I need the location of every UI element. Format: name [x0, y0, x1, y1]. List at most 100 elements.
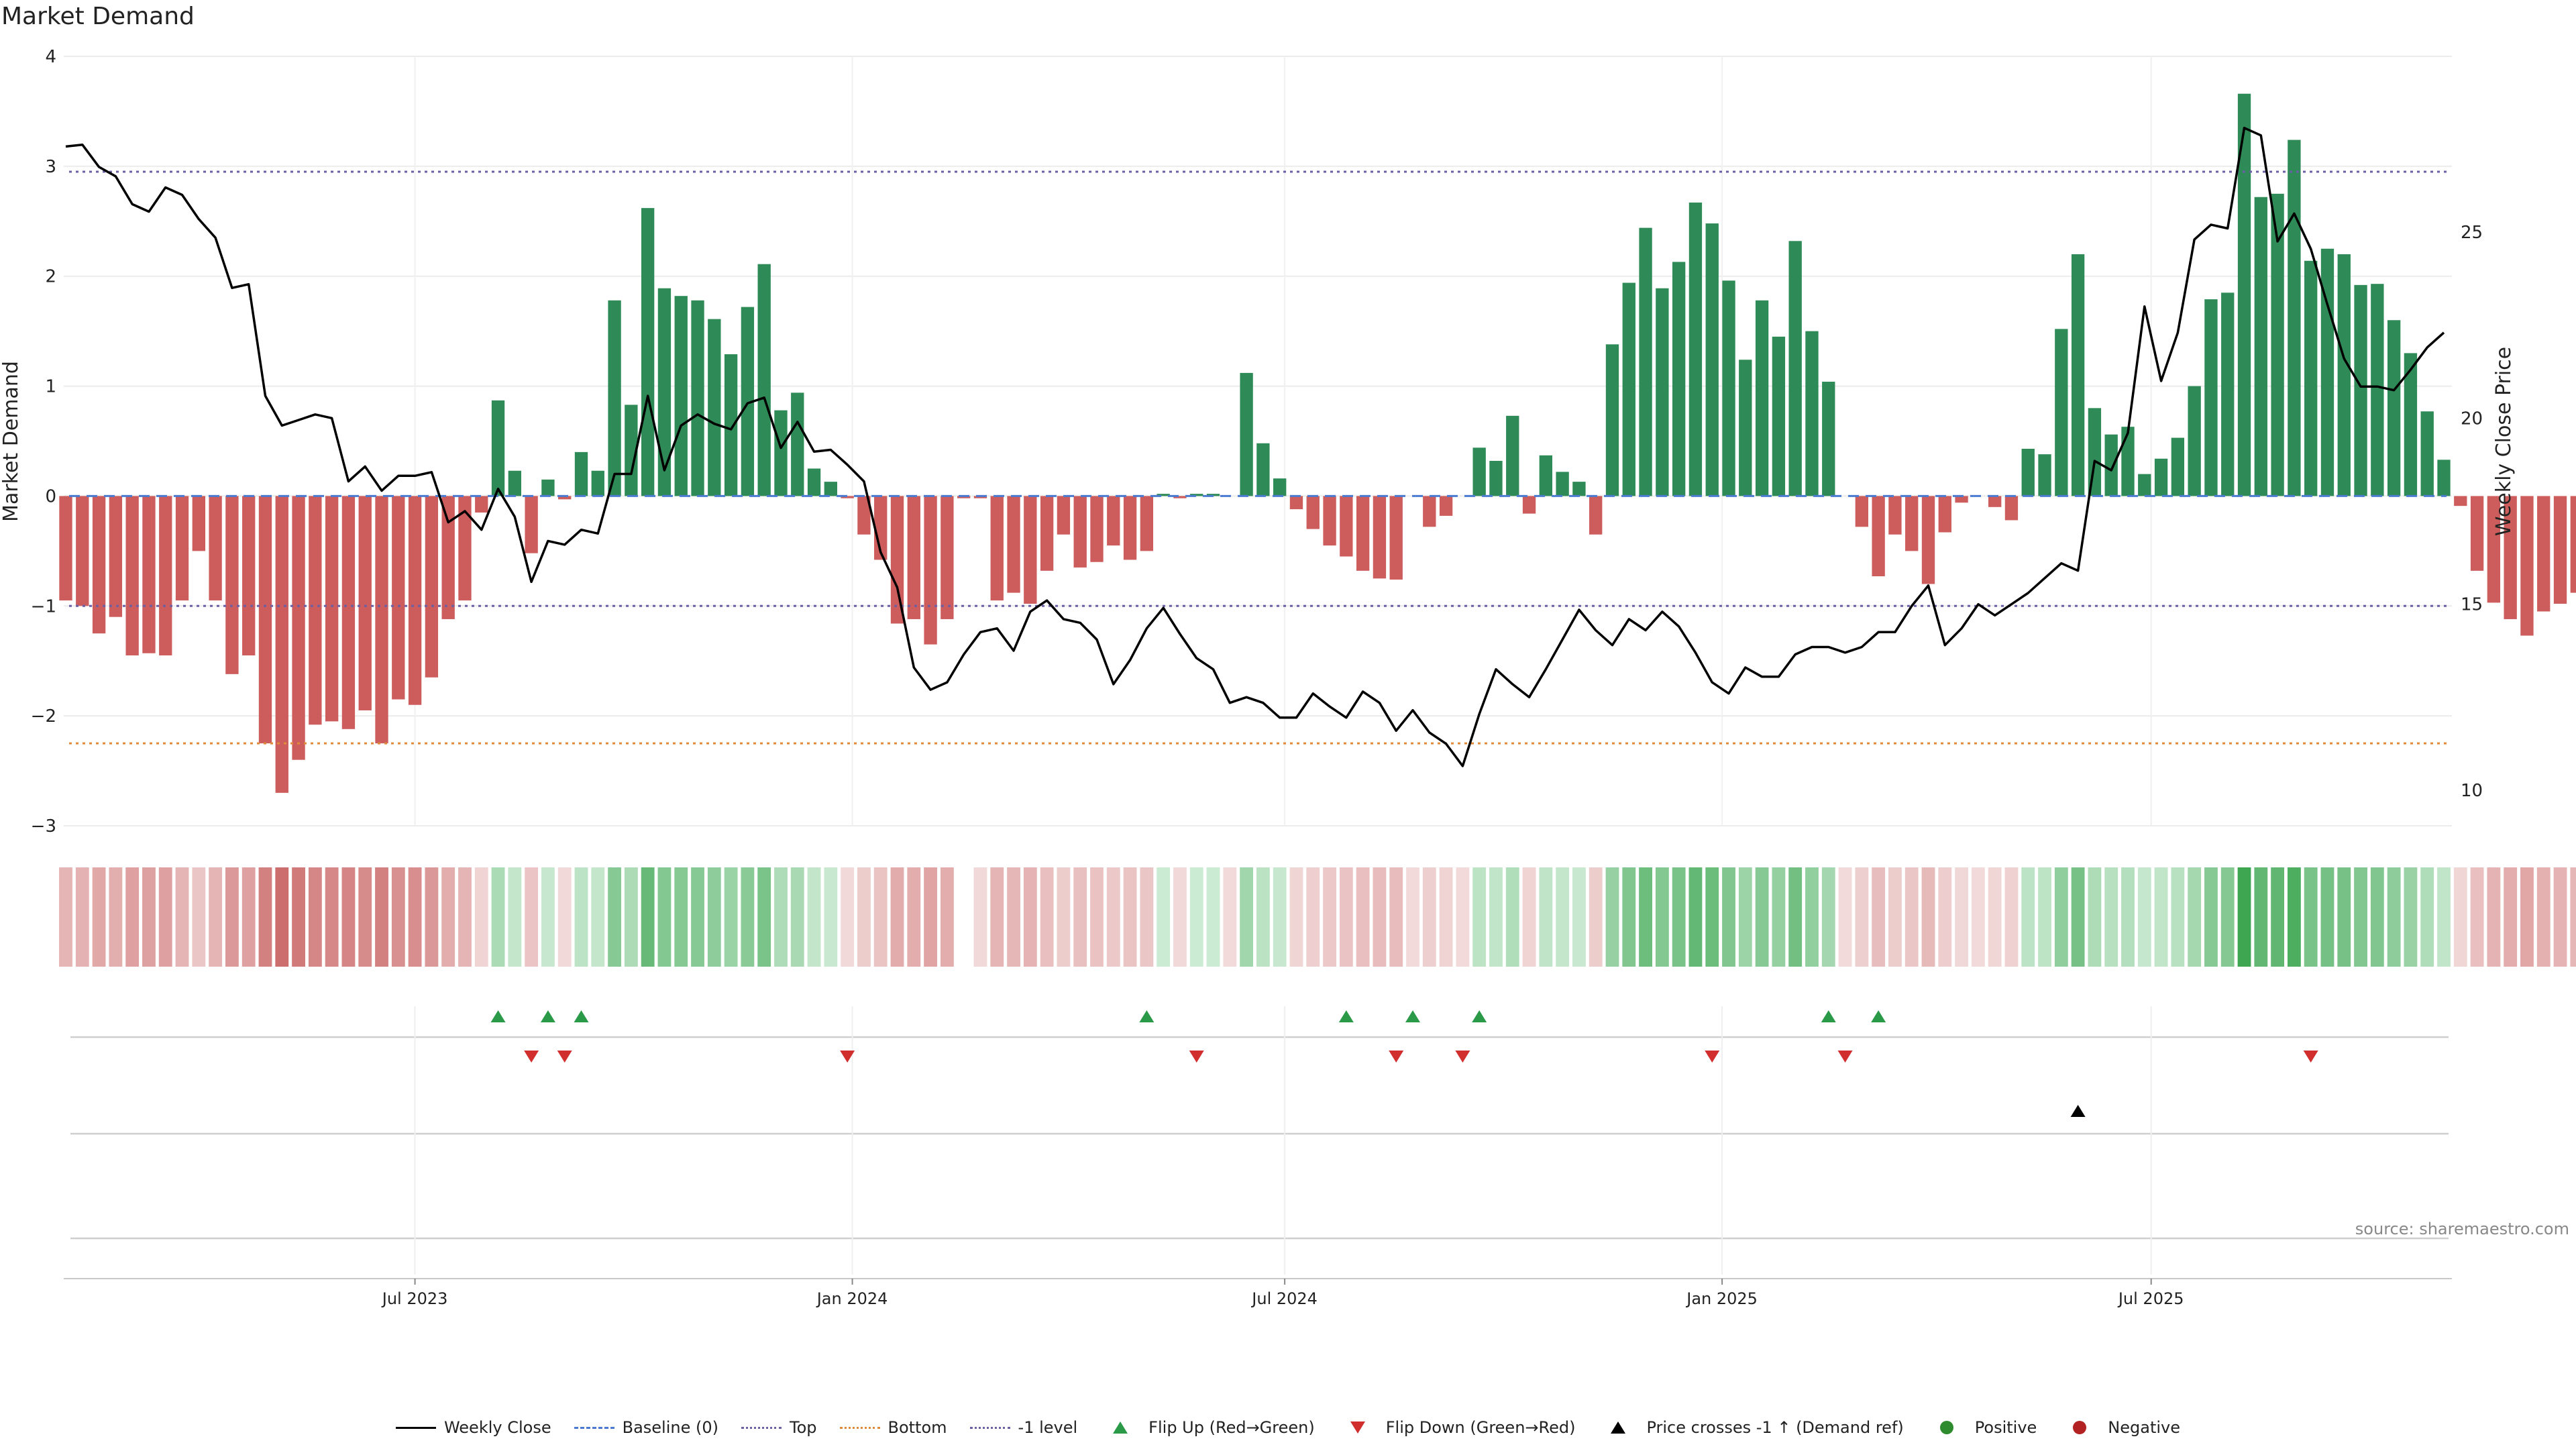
demand-bar	[791, 392, 804, 496]
heat-cell	[192, 867, 206, 967]
heat-cell	[2171, 867, 2185, 967]
heat-cell	[2453, 867, 2467, 967]
y2-tick-label: 20	[2461, 409, 2483, 429]
gridlines	[64, 56, 2452, 826]
demand-bar	[1539, 455, 1552, 496]
heat-cell	[873, 867, 888, 967]
heat-cell	[2204, 867, 2218, 967]
demand-bar	[175, 496, 189, 601]
demand-bar	[1656, 288, 1669, 496]
heat-cell	[2304, 867, 2318, 967]
heat-cell	[408, 867, 422, 967]
demand-bar	[2454, 496, 2467, 506]
demand-bar	[641, 208, 655, 496]
heat-cell	[1589, 867, 1603, 967]
demand-bar	[2537, 496, 2551, 612]
heat-cell	[691, 867, 704, 967]
heat-cell	[1356, 867, 1370, 967]
heat-cell	[541, 867, 555, 967]
heat-cell	[608, 867, 621, 967]
heat-cell	[1872, 867, 1886, 967]
y2-tick-label: 10	[2461, 781, 2483, 801]
demand-bar	[1556, 472, 1569, 496]
heat-cell	[1904, 867, 1919, 967]
heat-cell	[1672, 867, 1686, 967]
demand-bar	[425, 496, 439, 678]
heat-cell	[2237, 867, 2251, 967]
event-lanes	[70, 1006, 2449, 1275]
demand-bar	[990, 496, 1004, 601]
demand-bar	[1938, 496, 1951, 533]
heat-cell	[807, 867, 821, 967]
demand-bar	[841, 496, 854, 498]
y-tick-label: −1	[31, 596, 56, 616]
x-tick-label: Jul 2023	[381, 1289, 448, 1308]
heat-cell	[2553, 867, 2567, 967]
y-tick-label: −3	[31, 816, 56, 837]
weekly-close-line	[65, 126, 2445, 767]
demand-bar	[159, 496, 172, 656]
demand-bar	[341, 496, 356, 729]
demand-bar	[309, 496, 322, 725]
demand-bar	[292, 496, 305, 760]
flip-up-marker	[1871, 1010, 1886, 1022]
demand-bar	[1705, 223, 1719, 496]
demand-bar	[973, 496, 987, 498]
demand-bar	[1622, 282, 1635, 496]
demand-bar	[408, 496, 422, 705]
heat-cell	[940, 867, 954, 967]
heat-cell	[2387, 867, 2401, 967]
heat-cell	[1655, 867, 1669, 967]
demand-bar	[1688, 202, 1703, 496]
y-axis-label: Market Demand	[0, 361, 23, 522]
heat-cell	[741, 867, 755, 967]
demand-bar	[2254, 197, 2267, 496]
demand-bar	[2104, 434, 2118, 496]
heat-cell	[391, 867, 405, 967]
heat-cell	[158, 867, 172, 967]
flip-up-marker	[1821, 1010, 1836, 1022]
demand-bar	[1356, 496, 1370, 571]
legend-swatch-price_cross	[1611, 1421, 1626, 1434]
heat-cell	[275, 867, 289, 967]
demand-bar	[724, 354, 738, 496]
heat-cell	[1738, 867, 1752, 967]
demand-bar	[2237, 93, 2251, 496]
heat-cell	[674, 867, 688, 967]
demand-bar	[541, 479, 555, 496]
demand-bar	[1057, 496, 1071, 535]
demand-bar	[1206, 494, 1220, 496]
demand-bar	[375, 496, 388, 744]
heat-cell	[1389, 867, 1403, 967]
heat-strip	[59, 867, 2576, 967]
demand-bar	[1772, 336, 1786, 496]
heat-cell	[1456, 867, 1470, 967]
legend-item-price_cross: Price crosses -1 ↑ (Demand ref)	[1598, 1418, 1904, 1437]
heat-cell	[1472, 867, 1487, 967]
demand-bar	[1306, 496, 1320, 529]
demand-bar	[890, 496, 904, 624]
heat-cell	[2520, 867, 2534, 967]
heat-cell	[1772, 867, 1786, 967]
legend-item-minus1: -1 level	[969, 1418, 1077, 1437]
heat-cell	[1206, 867, 1220, 967]
demand-bar	[1073, 496, 1087, 568]
heat-cell	[258, 867, 272, 967]
heat-cell	[2420, 867, 2434, 967]
demand-bar	[2304, 260, 2318, 496]
heat-cell	[1189, 867, 1203, 967]
demand-bar	[109, 496, 123, 617]
heat-cell	[2188, 867, 2202, 967]
heat-cell	[2271, 867, 2285, 967]
demand-bar	[907, 496, 920, 619]
heat-cell	[1040, 867, 1054, 967]
heat-cell	[2121, 867, 2135, 967]
demand-bar	[1589, 496, 1603, 535]
demand-bar	[242, 496, 256, 656]
flip-up-marker	[1139, 1010, 1155, 1022]
demand-bar	[857, 496, 871, 535]
demand-bar	[2553, 496, 2567, 604]
heat-cell	[1007, 867, 1020, 967]
heat-cell	[308, 867, 322, 967]
demand-bar	[2021, 448, 2035, 496]
